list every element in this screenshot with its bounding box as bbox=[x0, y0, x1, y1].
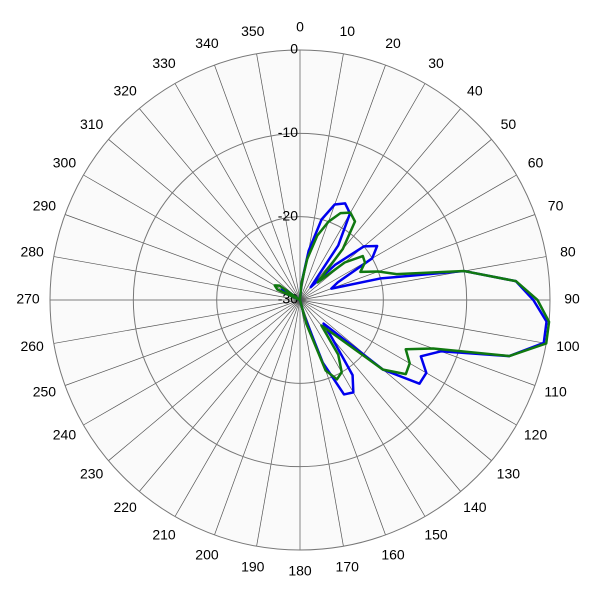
spoke bbox=[139, 299, 301, 492]
ring bbox=[49, 49, 551, 551]
angle-label: 340 bbox=[195, 35, 219, 51]
spoke bbox=[299, 108, 461, 301]
spoke bbox=[174, 299, 301, 517]
angle-label: 330 bbox=[152, 55, 176, 71]
angle-label: 320 bbox=[113, 82, 137, 98]
angle-label: 110 bbox=[544, 384, 567, 400]
angle-label: 50 bbox=[501, 116, 517, 132]
spoke bbox=[256, 299, 301, 547]
spoke bbox=[299, 299, 536, 386]
angle-label: 80 bbox=[560, 243, 576, 259]
ring bbox=[216, 216, 384, 384]
angle-label: 210 bbox=[152, 526, 176, 542]
spoke bbox=[174, 83, 301, 301]
angle-label: 190 bbox=[241, 559, 265, 575]
angle-label: 130 bbox=[497, 466, 521, 482]
angle-label: 20 bbox=[385, 35, 401, 51]
angle-label: 280 bbox=[20, 243, 44, 259]
angle-label: 10 bbox=[339, 23, 355, 39]
angle-label: 270 bbox=[16, 291, 40, 307]
spoke bbox=[214, 64, 301, 301]
angle-label: 220 bbox=[113, 499, 137, 515]
angle-label: 240 bbox=[53, 427, 77, 443]
r-tick-label: -20 bbox=[278, 207, 298, 223]
spoke bbox=[299, 64, 386, 301]
spoke bbox=[64, 299, 301, 386]
spoke bbox=[256, 53, 301, 301]
angle-label: 60 bbox=[528, 155, 544, 171]
angle-label: 200 bbox=[195, 546, 219, 562]
ring bbox=[132, 132, 468, 468]
spoke bbox=[108, 139, 301, 301]
angle-label: 30 bbox=[428, 55, 444, 71]
spoke bbox=[299, 299, 426, 517]
angle-label: 0 bbox=[296, 19, 304, 35]
r-tick-label: -10 bbox=[278, 124, 298, 140]
angle-label: 350 bbox=[241, 23, 265, 39]
spoke bbox=[83, 174, 301, 301]
angle-label: 70 bbox=[548, 198, 564, 214]
spoke bbox=[299, 174, 517, 301]
series-line bbox=[273, 211, 551, 381]
angle-label: 170 bbox=[336, 559, 360, 575]
angle-label: 310 bbox=[80, 116, 104, 132]
spoke bbox=[139, 108, 301, 301]
angle-label: 100 bbox=[556, 338, 580, 354]
spoke bbox=[299, 299, 492, 461]
spoke bbox=[53, 299, 301, 344]
spoke bbox=[299, 256, 547, 301]
spoke bbox=[108, 299, 301, 461]
angle-label: 300 bbox=[53, 155, 77, 171]
angle-label: 250 bbox=[33, 384, 57, 400]
spoke bbox=[214, 299, 301, 536]
angle-label: 230 bbox=[80, 466, 104, 482]
angle-label: 120 bbox=[524, 427, 548, 443]
angle-label: 90 bbox=[564, 291, 580, 307]
spoke bbox=[83, 299, 301, 426]
spoke bbox=[299, 83, 426, 301]
r-tick-label: 0 bbox=[290, 41, 298, 57]
angle-label: 140 bbox=[463, 499, 487, 515]
spoke bbox=[299, 299, 461, 492]
angle-label: 260 bbox=[20, 338, 44, 354]
angle-label: 180 bbox=[288, 563, 312, 579]
spoke bbox=[53, 256, 301, 301]
spoke bbox=[299, 299, 547, 344]
angle-label: 160 bbox=[381, 546, 405, 562]
spoke bbox=[64, 214, 301, 301]
angle-label: 150 bbox=[424, 526, 448, 542]
spoke bbox=[299, 299, 344, 547]
angle-label: 290 bbox=[33, 198, 57, 214]
angle-label: 40 bbox=[467, 82, 483, 98]
